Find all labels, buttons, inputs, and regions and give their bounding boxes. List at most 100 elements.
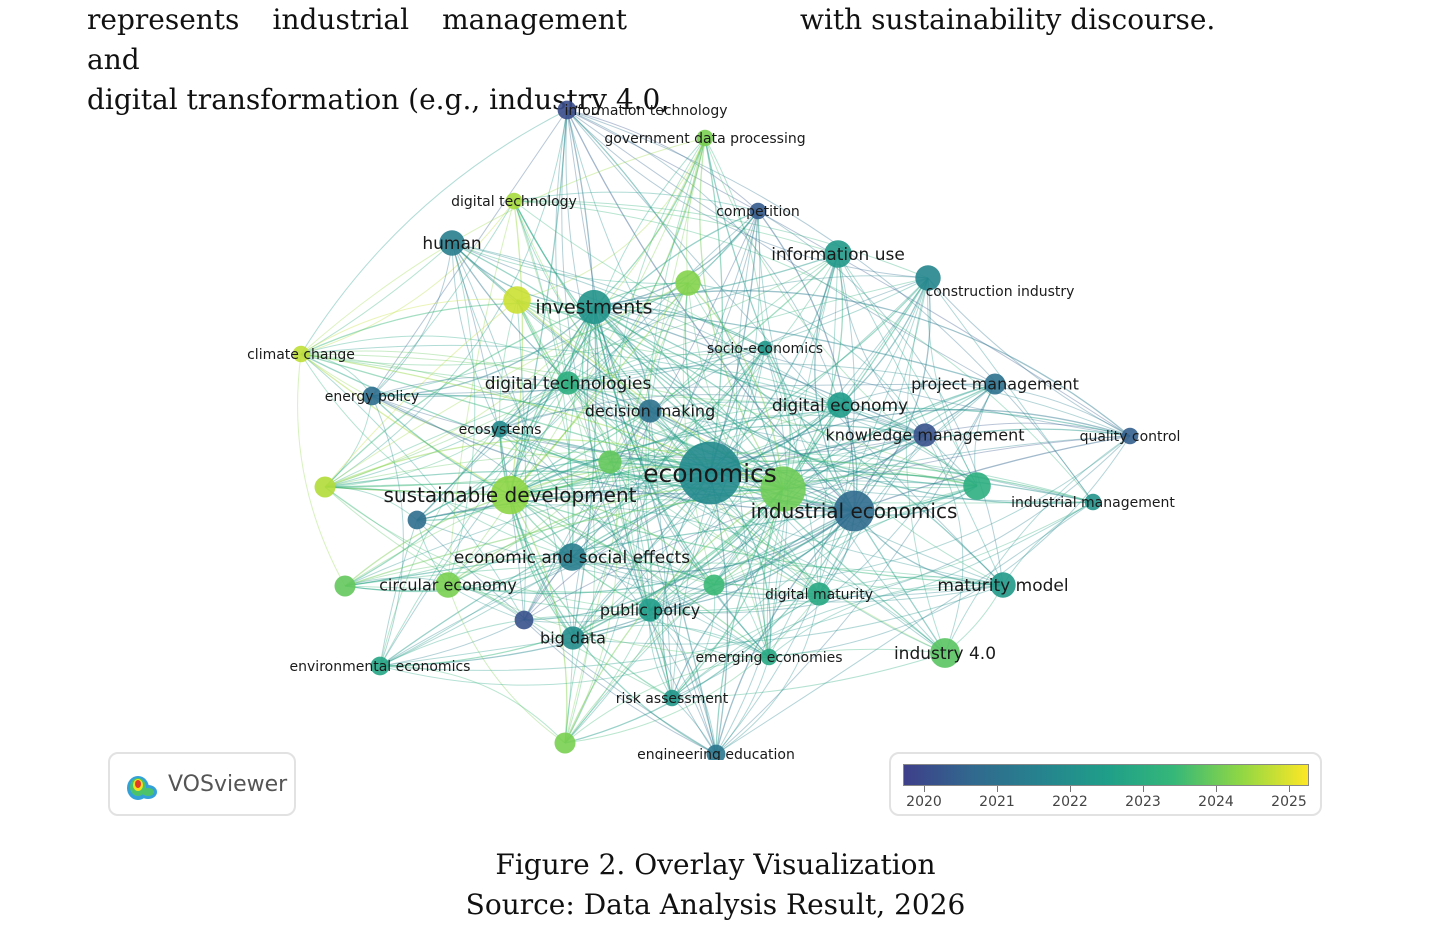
- label-digital-maturity[interactable]: digital maturity: [765, 587, 873, 603]
- node-decision-making[interactable]: [638, 399, 662, 423]
- label-public-policy[interactable]: public policy: [600, 601, 700, 620]
- co-occurrence-link: [671, 652, 946, 699]
- co-occurrence-link: [649, 282, 689, 412]
- label-big-data[interactable]: big data: [540, 629, 606, 648]
- node-government-data-processing[interactable]: [696, 129, 714, 147]
- node-climate-change[interactable]: [292, 345, 310, 363]
- node-energy-policy[interactable]: [362, 386, 382, 406]
- co-occurrence-link: [757, 210, 855, 512]
- label-construction-industry[interactable]: construction industry: [926, 284, 1075, 300]
- unlabeled-node[interactable]: [503, 286, 531, 314]
- label-ecosystems[interactable]: ecosystems: [459, 422, 542, 438]
- label-government-data-processing[interactable]: government data processing: [604, 131, 805, 147]
- co-occurrence-link: [509, 347, 766, 496]
- node-circular-economy[interactable]: [435, 572, 461, 598]
- co-occurrence-link: [379, 277, 929, 667]
- node-industry-4-0[interactable]: [930, 638, 960, 668]
- label-maturity-model[interactable]: maturity model: [937, 576, 1068, 596]
- unlabeled-node[interactable]: [554, 732, 576, 754]
- node-digital-technology[interactable]: [505, 192, 523, 210]
- unlabeled-node[interactable]: [514, 610, 534, 630]
- label-economics[interactable]: economics: [643, 459, 777, 488]
- co-occurrence-link: [566, 109, 759, 212]
- label-information-use[interactable]: information use: [771, 245, 905, 265]
- unlabeled-node[interactable]: [314, 476, 336, 498]
- label-decision-making[interactable]: decision making: [585, 402, 715, 421]
- co-occurrence-link: [839, 404, 978, 487]
- node-public-policy[interactable]: [638, 598, 662, 622]
- label-industrial-management[interactable]: industrial management: [1011, 495, 1175, 511]
- node-ecosystems[interactable]: [491, 420, 509, 438]
- node-digital-maturity[interactable]: [807, 582, 831, 606]
- node-information-technology[interactable]: [557, 100, 577, 120]
- node-digital-technologies[interactable]: [556, 371, 580, 395]
- co-occurrence-link: [516, 299, 673, 699]
- label-information-technology[interactable]: information technology: [565, 103, 728, 119]
- node-information-use[interactable]: [824, 240, 852, 268]
- vosviewer-logo: VOSviewer: [108, 752, 296, 816]
- node-industrial-management[interactable]: [1084, 493, 1102, 511]
- label-environmental-economics[interactable]: environmental economics: [290, 659, 471, 675]
- node-environmental-economics[interactable]: [370, 656, 390, 676]
- label-circular-economy[interactable]: circular economy: [379, 576, 517, 595]
- unlabeled-node[interactable]: [334, 575, 356, 597]
- unlabeled-node[interactable]: [703, 574, 725, 596]
- node-human[interactable]: [439, 230, 465, 256]
- label-digital-economy[interactable]: digital economy: [772, 396, 908, 416]
- node-investments[interactable]: [576, 289, 612, 325]
- node-knowledge-management[interactable]: [913, 423, 937, 447]
- node-maturity-model[interactable]: [990, 572, 1016, 598]
- co-occurrence-link: [713, 435, 1131, 586]
- co-occurrence-link: [451, 242, 689, 284]
- node-sustainable-development[interactable]: [490, 475, 530, 515]
- node-economics[interactable]: [678, 441, 742, 505]
- legend-tick: [1070, 786, 1071, 792]
- co-occurrence-link: [572, 410, 651, 639]
- label-emerging-economies[interactable]: emerging economies: [695, 650, 842, 666]
- label-digital-technology[interactable]: digital technology: [451, 194, 577, 210]
- co-occurrence-link: [300, 353, 820, 595]
- node-engineering-education[interactable]: [706, 744, 726, 760]
- co-occurrence-link: [324, 486, 651, 611]
- co-occurrence-link: [371, 395, 404, 667]
- co-occurrence-link: [566, 109, 996, 385]
- co-occurrence-link: [447, 137, 706, 586]
- label-industry-4-0[interactable]: industry 4.0: [894, 644, 996, 664]
- co-occurrence-link: [564, 510, 855, 744]
- node-socio-economics[interactable]: [757, 340, 773, 356]
- unlabeled-node[interactable]: [598, 450, 622, 474]
- label-socio-economics[interactable]: socio-economics: [707, 341, 823, 357]
- label-digital-technologies[interactable]: digital technologies: [485, 374, 652, 394]
- unlabeled-node[interactable]: [963, 472, 991, 500]
- label-industrial-economics[interactable]: industrial economics: [751, 499, 958, 523]
- label-human[interactable]: human: [422, 234, 481, 254]
- network-edges: [297, 109, 1131, 755]
- label-economic-and-social-effects[interactable]: economic and social effects: [454, 548, 690, 568]
- node-construction-industry[interactable]: [915, 265, 941, 291]
- unlabeled-node[interactable]: [407, 510, 427, 530]
- label-competition[interactable]: competition: [716, 204, 800, 220]
- node-industrial-economics[interactable]: [833, 490, 875, 532]
- node-big-data[interactable]: [561, 626, 585, 650]
- node-project-management[interactable]: [984, 373, 1006, 395]
- label-risk-assessment[interactable]: risk assessment: [616, 691, 729, 707]
- co-occurrence-link: [509, 407, 1131, 496]
- label-quality-control[interactable]: quality control: [1080, 429, 1181, 445]
- co-occurrence-link: [447, 461, 611, 586]
- label-energy-policy[interactable]: energy policy: [325, 389, 419, 405]
- label-climate-change[interactable]: climate change: [247, 347, 355, 363]
- unlabeled-node[interactable]: [675, 270, 701, 296]
- co-occurrence-link: [649, 410, 1094, 503]
- node-emerging-economies[interactable]: [760, 648, 778, 666]
- label-sustainable-development[interactable]: sustainable development: [384, 483, 637, 507]
- node-competition[interactable]: [749, 202, 767, 220]
- label-project-management[interactable]: project management: [911, 375, 1079, 394]
- unlabeled-node[interactable]: [760, 466, 806, 512]
- node-digital-economy[interactable]: [827, 392, 853, 418]
- node-economic-and-social-effects[interactable]: [558, 543, 586, 571]
- label-engineering-education[interactable]: engineering education: [637, 747, 795, 760]
- label-investments[interactable]: investments: [535, 297, 652, 319]
- node-risk-assessment[interactable]: [663, 689, 681, 707]
- node-quality-control[interactable]: [1121, 427, 1139, 445]
- label-knowledge-management[interactable]: knowledge management: [826, 426, 1025, 445]
